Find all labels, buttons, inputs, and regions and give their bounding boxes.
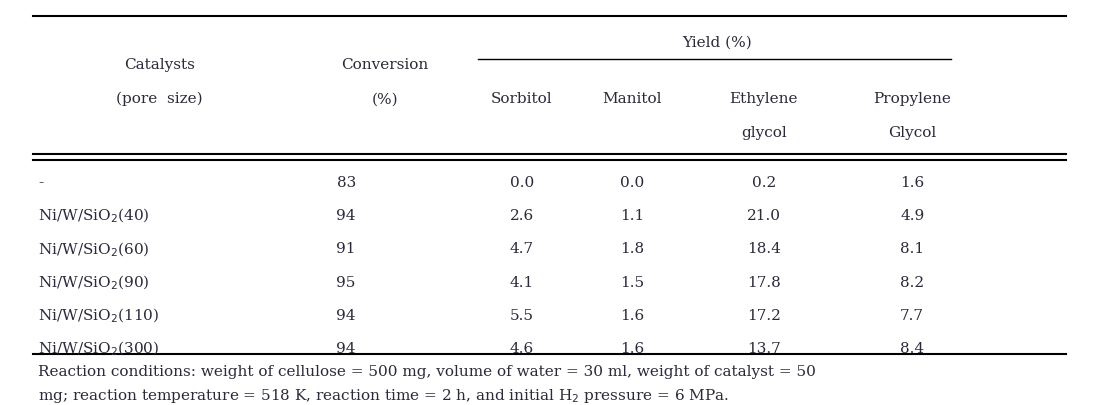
Text: 94: 94: [336, 342, 356, 356]
Text: 94: 94: [336, 209, 356, 223]
Text: 2.6: 2.6: [510, 209, 534, 223]
Text: 21.0: 21.0: [747, 209, 780, 223]
Text: 1.1: 1.1: [620, 209, 644, 223]
Text: 8.1: 8.1: [900, 243, 924, 256]
Text: 5.5: 5.5: [510, 309, 534, 323]
Text: 7.7: 7.7: [900, 309, 924, 323]
Text: Glycol: Glycol: [888, 126, 936, 140]
Text: Ni/W/SiO$_2$(110): Ni/W/SiO$_2$(110): [38, 307, 159, 325]
Text: Conversion: Conversion: [341, 58, 429, 72]
Text: 4.9: 4.9: [900, 209, 924, 223]
Text: -: -: [38, 176, 44, 190]
Text: 94: 94: [336, 309, 356, 323]
Text: 8.2: 8.2: [900, 276, 924, 290]
Text: (pore  size): (pore size): [116, 92, 202, 107]
Text: 83: 83: [336, 176, 356, 190]
Text: 0.0: 0.0: [510, 176, 534, 190]
Text: 1.8: 1.8: [620, 243, 644, 256]
Text: Propylene: Propylene: [874, 92, 951, 106]
Text: Catalysts: Catalysts: [124, 58, 195, 72]
Text: 1.6: 1.6: [620, 342, 644, 356]
Text: 91: 91: [336, 243, 356, 256]
Text: 13.7: 13.7: [747, 342, 780, 356]
Text: (%): (%): [371, 92, 398, 106]
Text: Sorbitol: Sorbitol: [491, 92, 553, 106]
Text: 8.4: 8.4: [900, 342, 924, 356]
Text: 17.8: 17.8: [747, 276, 780, 290]
Text: 4.6: 4.6: [510, 342, 534, 356]
Text: Ni/W/SiO$_2$(300): Ni/W/SiO$_2$(300): [38, 340, 159, 358]
Text: 1.6: 1.6: [620, 309, 644, 323]
Text: 95: 95: [336, 276, 356, 290]
Text: Yield (%): Yield (%): [682, 36, 752, 49]
Text: Ni/W/SiO$_2$(40): Ni/W/SiO$_2$(40): [38, 207, 149, 226]
Text: Ethylene: Ethylene: [730, 92, 798, 106]
Text: 1.6: 1.6: [900, 176, 924, 190]
Text: Ni/W/SiO$_2$(60): Ni/W/SiO$_2$(60): [38, 240, 149, 259]
Text: 18.4: 18.4: [747, 243, 780, 256]
Text: 1.5: 1.5: [620, 276, 644, 290]
Text: 17.2: 17.2: [747, 309, 780, 323]
Text: Manitol: Manitol: [602, 92, 662, 106]
Text: Ni/W/SiO$_2$(90): Ni/W/SiO$_2$(90): [38, 273, 149, 292]
Text: 0.2: 0.2: [752, 176, 776, 190]
Text: glycol: glycol: [741, 126, 787, 140]
Text: 4.1: 4.1: [510, 276, 534, 290]
Text: 0.0: 0.0: [620, 176, 644, 190]
Text: Reaction conditions: weight of cellulose = 500 mg, volume of water = 30 ml, weig: Reaction conditions: weight of cellulose…: [38, 365, 817, 379]
Text: mg; reaction temperature = 518 K, reaction time = 2 h, and initial H$_2$ pressur: mg; reaction temperature = 518 K, reacti…: [38, 387, 730, 405]
Text: 4.7: 4.7: [510, 243, 534, 256]
